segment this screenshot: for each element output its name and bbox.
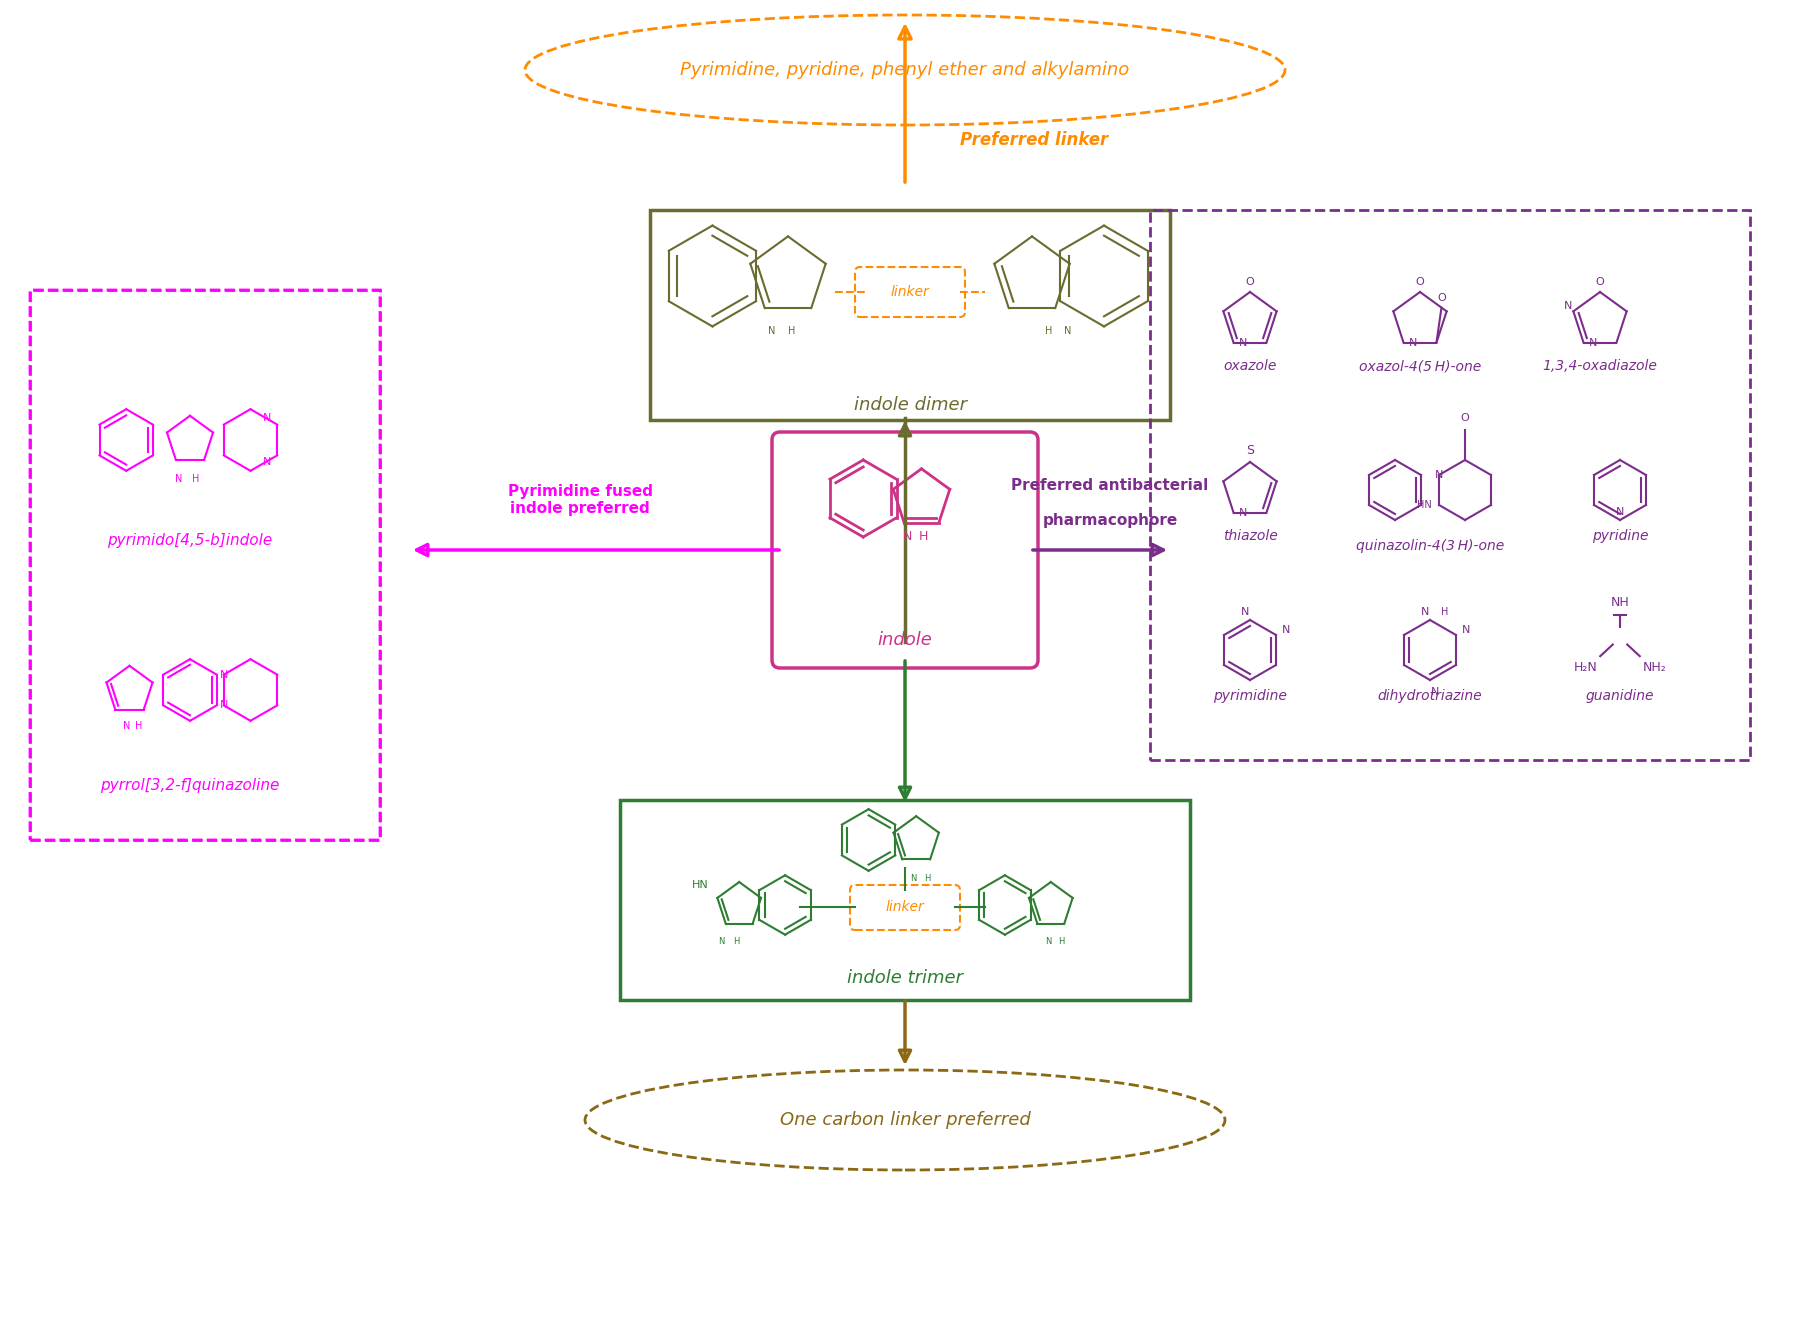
Text: linker: linker [885,900,925,914]
Text: N: N [1564,302,1573,311]
Text: N: N [262,414,272,423]
Text: N: N [219,701,228,710]
Text: thiazole: thiazole [1222,529,1278,543]
Text: N: N [219,670,228,679]
Text: pyrimido[4,5-b]indole: pyrimido[4,5-b]indole [107,532,273,548]
Text: H: H [925,874,930,883]
Text: O: O [1245,277,1254,287]
Text: N: N [1435,470,1443,480]
Text: indole trimer: indole trimer [847,969,963,988]
Text: H: H [919,531,929,543]
Bar [621,800,1189,1000]
Text: N: N [1616,507,1624,517]
Text: HN: HN [691,880,708,890]
Text: dihydrotriazine: dihydrotriazine [1377,689,1482,704]
Text: N: N [1242,607,1249,616]
Text: NH: NH [1611,596,1629,608]
Text: H₂N: H₂N [1575,661,1598,674]
Text: O: O [1596,277,1604,287]
Text: indole: indole [878,631,932,649]
Bar [650,210,1169,419]
Text: Preferred antibacterial: Preferred antibacterial [1012,477,1209,493]
Text: N: N [1064,326,1072,335]
Text: N: N [1281,624,1291,635]
Text: N: N [1421,607,1430,616]
Text: H: H [192,474,199,484]
Text: N: N [1432,687,1439,697]
Text: N: N [910,874,916,883]
Text: oxazol-4(5 H)-one: oxazol-4(5 H)-one [1359,359,1481,373]
Text: One carbon linker preferred: One carbon linker preferred [780,1111,1030,1130]
Text: N: N [1462,624,1470,635]
Text: 1,3,4-oxadiazole: 1,3,4-oxadiazole [1542,359,1658,373]
Text: pyrrol[3,2-f]quinazoline: pyrrol[3,2-f]quinazoline [100,777,281,792]
Text: Pyrimidine fused
indole preferred: Pyrimidine fused indole preferred [507,484,652,516]
Text: indole dimer: indole dimer [854,397,967,414]
Text: Pyrimidine, pyridine, phenyl ether and alkylamino: Pyrimidine, pyridine, phenyl ether and a… [681,62,1129,79]
Text: HN: HN [1417,500,1432,511]
Text: N: N [1240,508,1247,517]
Text: S: S [1245,444,1254,457]
Text: oxazole: oxazole [1224,359,1276,373]
Text: linker: linker [891,285,929,299]
Text: N: N [767,326,775,335]
Text: N: N [123,721,130,730]
Text: O: O [1461,413,1470,423]
Text: H: H [1059,937,1064,946]
Text: H: H [787,326,795,335]
Text: NH₂: NH₂ [1642,661,1665,674]
Text: H: H [1441,607,1448,616]
Text: H: H [733,937,740,946]
Text: N: N [262,457,272,466]
Text: pharmacophore: pharmacophore [1043,512,1178,528]
Text: Preferred linker: Preferred linker [959,131,1108,149]
Text: H: H [134,721,141,730]
Text: guanidine: guanidine [1586,689,1654,704]
Text: H: H [1044,326,1052,335]
Text: pyrimidine: pyrimidine [1213,689,1287,704]
Text: N: N [903,531,912,543]
Text: O: O [1415,277,1424,287]
Text: quinazolin-4(3 H)-one: quinazolin-4(3 H)-one [1356,539,1504,553]
Text: N: N [719,937,724,946]
Text: N: N [1240,338,1247,347]
Text: pyridine: pyridine [1591,529,1649,543]
Text: O: O [1437,292,1446,303]
Text: N: N [1589,338,1598,347]
Text: N: N [1410,338,1417,347]
Text: N: N [1044,937,1052,946]
Text: N: N [176,474,183,484]
